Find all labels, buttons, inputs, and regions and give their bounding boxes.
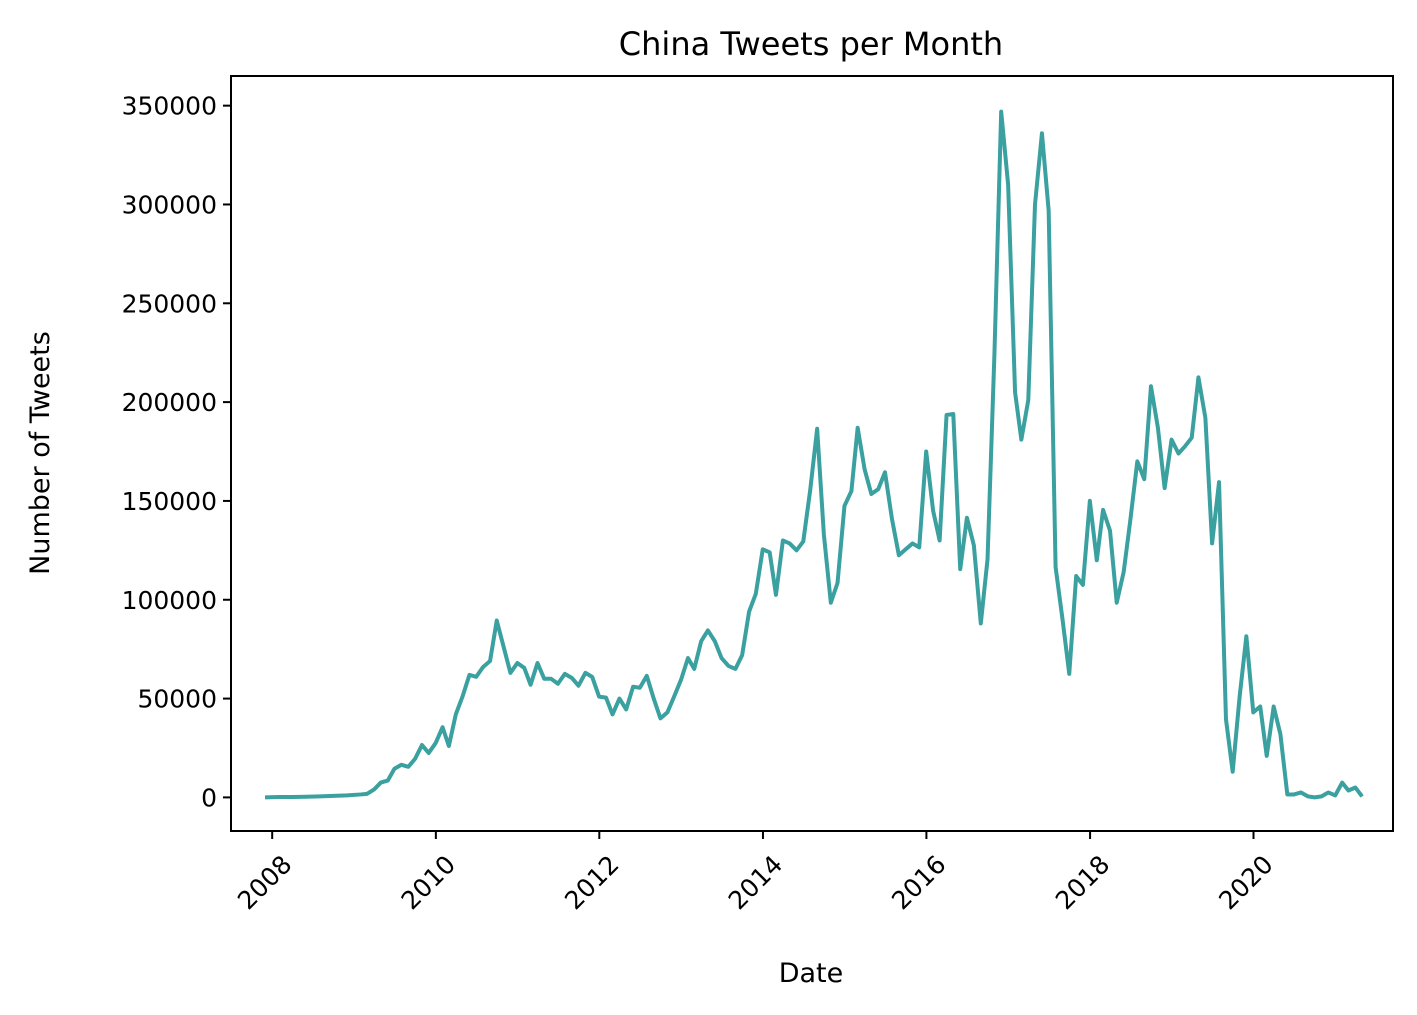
y-tick-label: 0 xyxy=(201,783,217,812)
y-tick-label: 300000 xyxy=(122,190,217,219)
y-tick-label: 100000 xyxy=(122,586,217,615)
y-axis-label: Number of Tweets xyxy=(25,331,56,575)
series-line xyxy=(264,109,1364,800)
chart-title: China Tweets per Month xyxy=(619,25,1003,63)
y-axis: 0 50000 100000 150000 200000 250000 300000 3500… xyxy=(122,92,231,812)
y-tick-label: 350000 xyxy=(122,92,217,121)
y-tick-label: 50000 xyxy=(137,685,217,714)
y-tick-label: 150000 xyxy=(122,487,217,516)
plot-area xyxy=(264,109,1364,800)
y-tick-label: 200000 xyxy=(122,388,217,417)
x-axis-label: Date xyxy=(779,958,844,989)
y-tick-label: 250000 xyxy=(122,289,217,318)
plot-frame xyxy=(230,75,1394,832)
